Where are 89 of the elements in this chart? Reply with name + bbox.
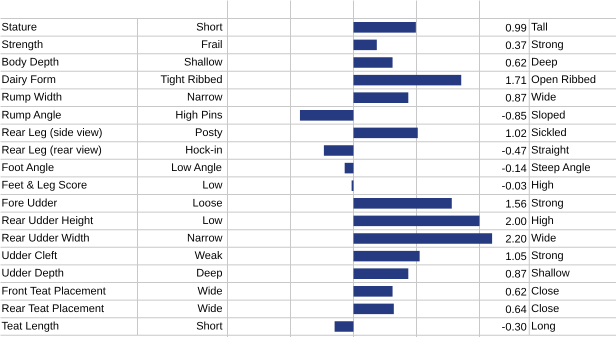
bar	[354, 216, 480, 226]
y-tick-label: Body Depth	[2, 56, 59, 68]
bar	[354, 198, 452, 209]
y-tick-label: Dairy Form	[2, 74, 56, 86]
bar	[334, 321, 354, 332]
y-tick-label: Strength	[2, 38, 44, 51]
text: Low	[202, 214, 223, 227]
y-tick-label: Fore Udder	[2, 197, 58, 210]
bar	[354, 128, 418, 138]
data-label: 2.20	[505, 234, 527, 246]
text: Long	[531, 320, 556, 332]
text: Wide	[197, 302, 222, 315]
text: Strong	[531, 38, 564, 51]
text: Deep	[196, 268, 222, 280]
data-label: -0.14	[502, 163, 527, 176]
y-tick-label: Rear Leg (rear view)	[2, 144, 102, 156]
text: Steep Angle	[531, 162, 591, 174]
bar	[354, 250, 420, 262]
text: Loose	[192, 197, 223, 210]
data-label: -0.85	[502, 110, 527, 122]
text: Tall	[531, 21, 548, 34]
bar	[354, 92, 408, 103]
bar	[354, 304, 394, 314]
bar	[354, 286, 393, 297]
y-tick-label: Rear Leg (side view)	[2, 126, 102, 139]
y-tick-label: Stature	[2, 21, 37, 34]
bar	[300, 110, 354, 121]
text: Low Angle	[171, 162, 222, 174]
text: Sloped	[531, 109, 566, 122]
data-label: 0.37	[505, 40, 527, 52]
y-tick-label: Rear Teat Placement	[2, 302, 104, 315]
y-tick-label: Teat Length	[2, 320, 59, 332]
text: Hock-in	[185, 144, 223, 156]
data-label: 0.64	[505, 304, 527, 316]
text: Weak	[194, 250, 223, 262]
text: Wide	[197, 285, 222, 298]
y-tick-label: Udder Cleft	[2, 250, 58, 262]
data-label: 1.56	[505, 198, 527, 210]
bar	[354, 22, 416, 33]
bar	[354, 268, 408, 279]
y-tick-label: Rear Udder Height	[2, 214, 94, 227]
text: Wide	[531, 92, 556, 104]
data-label: 0.87	[505, 268, 527, 281]
data-label: 0.99	[505, 22, 527, 34]
text: Frail	[201, 38, 223, 51]
bar	[354, 74, 462, 86]
text: Close	[531, 302, 560, 315]
data-label: -0.03	[502, 180, 527, 193]
text: Straight	[531, 144, 570, 156]
y-tick-label: Rear Udder Width	[2, 232, 90, 244]
text: Open Ribbed	[531, 74, 596, 86]
text: High	[531, 214, 554, 227]
text: High	[531, 180, 554, 192]
y-tick-label: Feet & Leg Score	[2, 180, 88, 192]
data-label: 1.02	[505, 128, 527, 140]
text: Wide	[531, 232, 556, 244]
bar	[354, 57, 393, 68]
text: Narrow	[187, 232, 223, 244]
bar	[354, 233, 492, 244]
y-tick-label: Front Teat Placement	[2, 285, 106, 298]
text: Narrow	[187, 92, 223, 104]
text: Strong	[531, 197, 564, 210]
data-label: 1.71	[505, 75, 527, 88]
bar	[324, 145, 354, 156]
text: Shallow	[531, 268, 570, 280]
data-label: -0.47	[502, 146, 527, 158]
data-label: 0.87	[505, 92, 527, 105]
text: Posty	[194, 126, 223, 139]
bar	[354, 40, 377, 50]
bar	[344, 162, 354, 174]
text: Shallow	[184, 56, 223, 68]
text: Deep	[531, 56, 558, 68]
y-tick-label: Foot Angle	[2, 162, 54, 174]
text: Short	[196, 21, 223, 34]
text: Strong	[531, 250, 564, 262]
text: Sickled	[531, 126, 567, 139]
text: Tight Ribbed	[160, 74, 223, 86]
y-tick-label: Udder Depth	[2, 268, 64, 280]
data-label: 2.00	[505, 216, 527, 228]
text: Low	[202, 180, 223, 192]
text: High Pins	[175, 109, 223, 122]
data-label: 0.62	[505, 286, 527, 298]
text: Short	[196, 320, 223, 332]
data-label: 1.05	[505, 251, 527, 264]
text: Close	[531, 285, 560, 298]
data-label: 0.62	[505, 58, 527, 70]
y-tick-label: Rump Angle	[2, 109, 62, 122]
data-label: -0.30	[502, 322, 527, 334]
y-tick-label: Rump Width	[2, 92, 62, 104]
